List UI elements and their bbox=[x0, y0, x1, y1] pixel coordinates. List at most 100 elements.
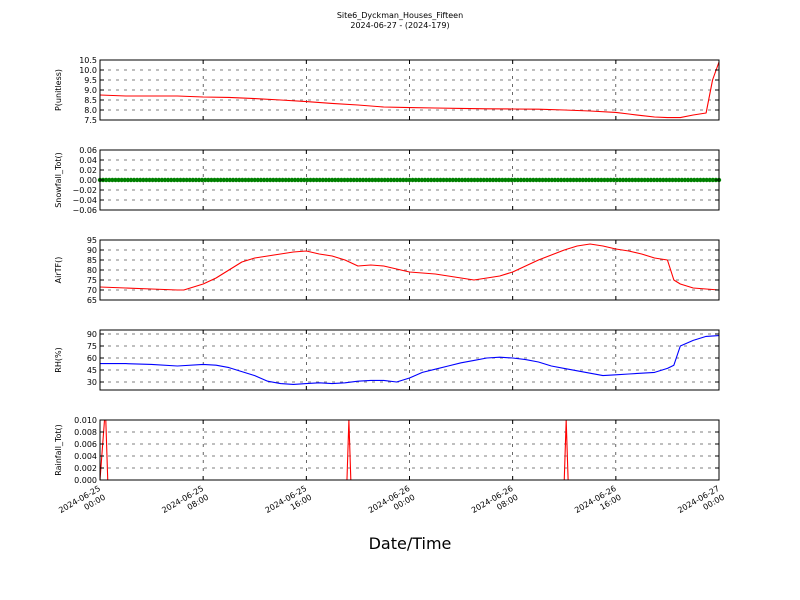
y-tick-label: 10.0 bbox=[79, 66, 97, 75]
data-point bbox=[670, 177, 675, 183]
data-point bbox=[237, 177, 242, 183]
data-point bbox=[534, 177, 539, 183]
data-point bbox=[596, 177, 601, 183]
data-point bbox=[181, 177, 186, 183]
y-tick-label: 8.0 bbox=[84, 106, 97, 115]
data-point bbox=[190, 177, 196, 183]
x-tick-label: 2024-06-2600:00 bbox=[367, 484, 417, 524]
y-tick-label: 0.02 bbox=[79, 166, 97, 175]
y-axis-label: AirTF() bbox=[54, 257, 63, 284]
data-point bbox=[698, 177, 703, 183]
x-tick-label: 2024-06-2516:00 bbox=[264, 484, 314, 524]
data-point bbox=[416, 177, 421, 183]
data-point bbox=[558, 177, 564, 183]
data-point bbox=[667, 177, 672, 183]
data-point bbox=[360, 177, 366, 183]
data-point bbox=[459, 177, 465, 183]
data-point bbox=[144, 177, 149, 183]
data-point bbox=[175, 177, 180, 183]
data-point bbox=[580, 177, 586, 183]
data-point bbox=[240, 177, 245, 183]
data-point bbox=[552, 177, 558, 183]
data-point bbox=[147, 177, 152, 183]
data-point bbox=[203, 177, 208, 183]
data-point bbox=[246, 177, 251, 183]
data-point bbox=[317, 177, 322, 183]
data-point bbox=[661, 177, 666, 183]
data-point bbox=[199, 177, 205, 183]
data-point bbox=[503, 177, 508, 183]
subplot-5: 0.010 0.008 0.006 0.004 0.002 0.000 Rainfall_T… bbox=[54, 416, 720, 485]
data-point bbox=[122, 177, 127, 183]
data-point bbox=[206, 177, 211, 183]
data-point bbox=[531, 177, 536, 183]
data-point bbox=[441, 177, 446, 183]
data-point bbox=[178, 177, 183, 183]
data-point bbox=[354, 177, 360, 183]
data-point bbox=[302, 177, 307, 183]
data-point bbox=[184, 177, 189, 183]
chart-title: Site6_Dyckman_Houses_Fifteen 2024-06-27 … bbox=[0, 11, 800, 31]
data-point bbox=[165, 177, 171, 183]
data-point bbox=[633, 177, 638, 183]
data-point bbox=[391, 177, 397, 183]
data-point bbox=[255, 177, 261, 183]
data-point bbox=[701, 177, 706, 183]
data-point bbox=[593, 177, 598, 183]
y-tick-label: 9.5 bbox=[84, 76, 97, 85]
data-point bbox=[159, 177, 165, 183]
subplot-4: 90 75 60 45 30 RH(%) bbox=[54, 329, 720, 391]
y-tick-label: 0.002 bbox=[74, 464, 97, 473]
data-point bbox=[261, 177, 267, 183]
data-point bbox=[428, 177, 434, 183]
data-point bbox=[280, 177, 285, 183]
data-point bbox=[138, 177, 143, 183]
x-axis-label: Date/Time bbox=[368, 534, 452, 553]
y-axis-label: RH(%) bbox=[54, 347, 63, 372]
y-tick-label: 8.5 bbox=[84, 96, 97, 105]
data-point bbox=[549, 177, 555, 183]
data-point bbox=[345, 177, 350, 183]
data-point bbox=[125, 177, 131, 183]
data-point bbox=[209, 177, 214, 183]
data-point bbox=[481, 177, 486, 183]
data-point bbox=[326, 177, 332, 183]
data-point bbox=[298, 177, 304, 183]
data-point bbox=[339, 177, 344, 183]
data-point bbox=[292, 177, 298, 183]
data-point bbox=[490, 177, 496, 183]
data-point bbox=[540, 177, 545, 183]
data-point bbox=[571, 177, 576, 183]
data-point bbox=[215, 177, 220, 183]
data-point bbox=[224, 177, 230, 183]
data-point bbox=[642, 177, 647, 183]
y-tick-label: 0.04 bbox=[79, 156, 97, 165]
data-point bbox=[323, 177, 329, 183]
data-point bbox=[407, 177, 412, 183]
data-point bbox=[546, 177, 551, 183]
data-point bbox=[425, 177, 431, 183]
data-point bbox=[376, 177, 381, 183]
data-point bbox=[620, 177, 626, 183]
data-point bbox=[685, 177, 691, 183]
y-tick-label: 0.006 bbox=[74, 440, 97, 449]
data-point bbox=[438, 177, 443, 183]
data-point bbox=[565, 177, 570, 183]
y-tick-label: 7.5 bbox=[84, 116, 97, 125]
data-point bbox=[128, 177, 134, 183]
y-tick-label: 60 bbox=[87, 354, 97, 363]
data-point bbox=[314, 177, 319, 183]
data-point bbox=[271, 177, 276, 183]
data-point bbox=[583, 177, 589, 183]
data-point bbox=[212, 177, 217, 183]
data-point bbox=[654, 177, 660, 183]
y-tick-label: 75 bbox=[87, 276, 97, 285]
data-point bbox=[370, 177, 375, 183]
data-point bbox=[413, 177, 418, 183]
data-point bbox=[333, 177, 338, 183]
data-point bbox=[664, 177, 669, 183]
x-tick-label: 2024-06-2700:00 bbox=[676, 484, 726, 524]
data-point bbox=[367, 177, 372, 183]
data-point bbox=[509, 177, 514, 183]
